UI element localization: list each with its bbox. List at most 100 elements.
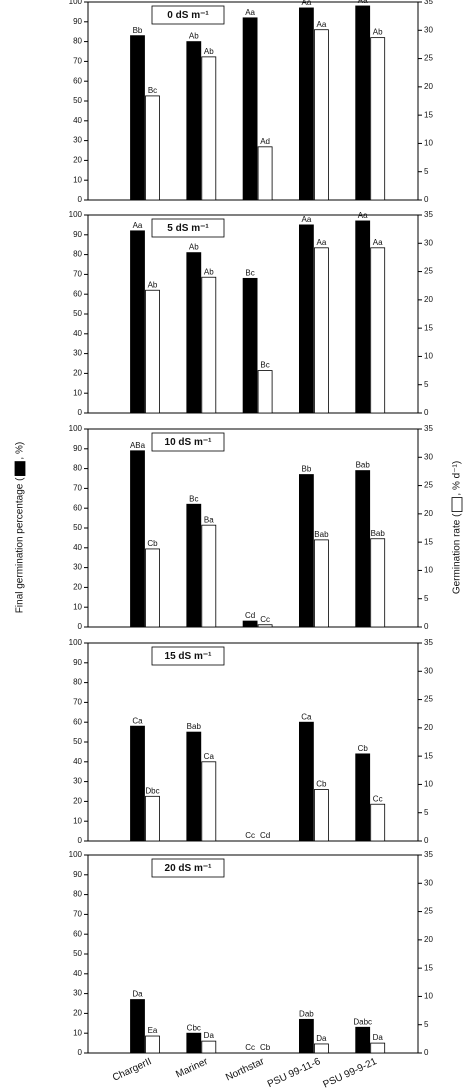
- y-tick-label: 50: [73, 523, 82, 532]
- y2-tick-label: 10: [424, 139, 433, 148]
- bar: [186, 41, 202, 201]
- title-box: [151, 432, 225, 452]
- bar: [242, 17, 258, 201]
- bar-letter: Aa: [302, 215, 312, 224]
- bar: [298, 721, 314, 842]
- bar: [130, 35, 145, 201]
- y-tick-label: 100: [69, 638, 83, 647]
- bar: [257, 624, 273, 628]
- bar-letter: Dab: [299, 1009, 314, 1018]
- bar: [186, 252, 202, 414]
- bar-letter: ABa: [130, 441, 146, 450]
- y-tick-label: 40: [73, 757, 82, 766]
- y-tick-label: 80: [73, 250, 82, 259]
- y2-tick-label: 30: [424, 666, 433, 675]
- bar: [257, 146, 273, 201]
- bar-letter: Bc: [260, 361, 269, 370]
- bar: [298, 1018, 314, 1054]
- bar: [201, 56, 217, 201]
- bar: [355, 220, 371, 414]
- title-box: [151, 646, 225, 666]
- bar-letter: Cb: [260, 1043, 271, 1052]
- bar-letter: Cc: [373, 794, 383, 803]
- y2-axis-label: Germination rate (, % d⁻¹): [451, 461, 463, 594]
- bar: [355, 470, 371, 628]
- bar-letter: Ab: [189, 243, 199, 252]
- bar-letter: Aa: [358, 0, 368, 5]
- bar-letter: Da: [373, 1033, 384, 1042]
- bar: [201, 524, 217, 628]
- bar: [370, 247, 386, 414]
- y2-tick-label: 5: [424, 808, 429, 817]
- y2-tick-label: 20: [424, 935, 433, 944]
- y-tick-label: 10: [73, 175, 82, 184]
- y2-tick-label: 35: [424, 210, 433, 219]
- y-tick-label: 40: [73, 116, 82, 125]
- y-tick-label: 0: [78, 622, 83, 631]
- y-tick-label: 10: [73, 602, 82, 611]
- bar-letter: Cd: [260, 831, 270, 840]
- y2-tick-label: 5: [424, 1020, 429, 1029]
- panel-title: 15 dS m⁻¹: [165, 651, 213, 662]
- bar-letter: Da: [132, 990, 143, 999]
- bar: [186, 1032, 202, 1054]
- bar-letter: Cb: [358, 744, 369, 753]
- y-tick-label: 40: [73, 543, 82, 552]
- bar: [201, 276, 217, 414]
- y-tick-label: 70: [73, 910, 82, 919]
- bar-letter: Aa: [317, 20, 327, 29]
- y2-tick-label: 20: [424, 82, 433, 91]
- y-axis-label-swatch: [14, 461, 26, 476]
- y-tick-label: 60: [73, 929, 82, 938]
- bar: [145, 289, 160, 414]
- y2-tick-label: 35: [424, 638, 433, 647]
- y-tick-label: 80: [73, 890, 82, 899]
- bar-letter: Cbc: [187, 1023, 201, 1032]
- bar-letter: Aa: [133, 221, 143, 230]
- y-tick-label: 80: [73, 678, 82, 687]
- bar-letter: Ad: [260, 137, 270, 146]
- y2-tick-label: 5: [424, 380, 429, 389]
- x-tick-label: Mariner: [174, 1056, 210, 1081]
- bar-letter: Bb: [302, 465, 312, 474]
- bar-letter: Cc: [245, 1043, 255, 1052]
- bar: [313, 247, 329, 414]
- bar-letter: Cc: [260, 615, 270, 624]
- y-tick-label: 90: [73, 230, 82, 239]
- bar-letter: Aa: [302, 0, 312, 7]
- title-box: [151, 5, 225, 25]
- title-box: [151, 858, 225, 878]
- y-tick-label: 70: [73, 57, 82, 66]
- y2-tick-label: 30: [424, 238, 433, 247]
- bar: [313, 789, 329, 842]
- x-tick-label: PSU 99-9-21: [322, 1056, 379, 1090]
- y-tick-label: 20: [73, 797, 82, 806]
- bar-letter: Bab: [187, 722, 202, 731]
- bar: [201, 761, 217, 842]
- y-tick-label: 20: [73, 369, 82, 378]
- bar: [186, 731, 202, 842]
- y-tick-label: 50: [73, 737, 82, 746]
- y2-tick-label: 20: [424, 295, 433, 304]
- y-tick-label: 100: [69, 850, 83, 859]
- y-axis-label-text: Final germination percentage (: [15, 477, 26, 613]
- bar: [145, 1035, 160, 1054]
- bar: [313, 1043, 329, 1054]
- bar-letter: Bc: [245, 268, 254, 277]
- y-tick-label: 50: [73, 96, 82, 105]
- y2-tick-label: 30: [424, 25, 433, 34]
- y2-tick-label: 25: [424, 481, 433, 490]
- bar: [313, 539, 329, 628]
- y2-tick-label: 10: [424, 780, 433, 789]
- bar-letter: Bb: [133, 26, 143, 35]
- y2-tick-label: 15: [424, 323, 433, 332]
- y2-tick-label: 25: [424, 54, 433, 63]
- y2-tick-label: 5: [424, 167, 429, 176]
- y-tick-label: 90: [73, 17, 82, 26]
- y2-axis-label-swatch: [451, 497, 463, 512]
- x-tick-label: Northstar: [224, 1056, 267, 1084]
- bar-letter: Dbc: [145, 786, 159, 795]
- bar-letter: Ab: [189, 32, 199, 41]
